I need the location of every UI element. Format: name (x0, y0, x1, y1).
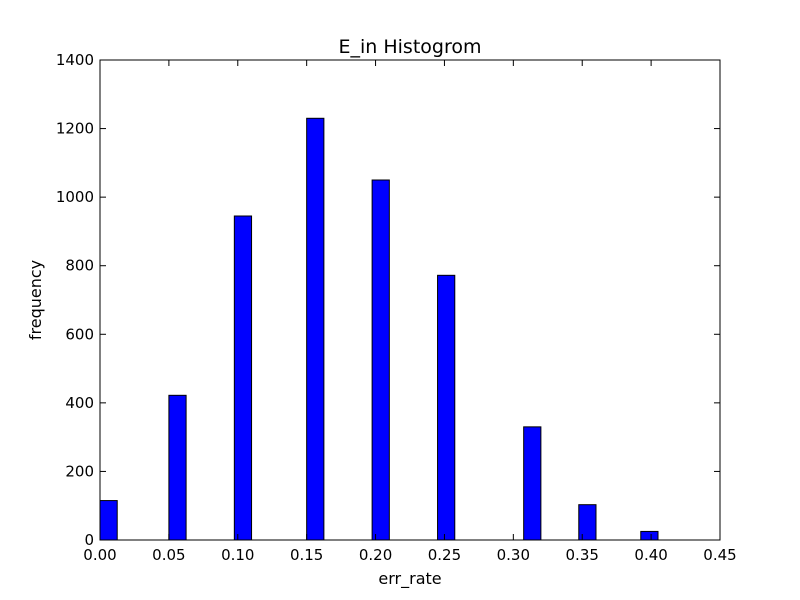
y-axis-ticks: 0 200 400 600 800 1000 1200 1400 (56, 51, 720, 549)
y-tick-label-4: 800 (65, 257, 94, 275)
chart-title: E_in Histogrom (339, 36, 482, 58)
y-tick-label-1: 200 (65, 462, 94, 480)
histogram-bar-3 (306, 117, 325, 541)
x-tick-label-9: 0.45 (703, 546, 736, 564)
histogram-bar-2 (233, 215, 253, 541)
x-tick-label-4: 0.20 (359, 546, 392, 564)
x-tick-label-3: 0.15 (290, 546, 323, 564)
y-tick-label-3: 600 (65, 325, 94, 343)
y-tick-label-2: 400 (65, 394, 94, 412)
histogram-bar-7 (578, 504, 597, 541)
y-tick-label-0: 0 (84, 531, 94, 549)
y-tick-label-6: 1200 (56, 120, 94, 138)
plot-frame (99, 59, 721, 541)
x-tick-label-5: 0.25 (428, 546, 461, 564)
histogram-bar-6 (523, 426, 542, 541)
x-tick-label-2: 0.10 (221, 546, 254, 564)
histogram-bar-4 (371, 179, 390, 541)
histogram-bar-5 (437, 274, 456, 541)
y-axis-label: frequency (26, 260, 45, 340)
histogram-bar-8 (640, 530, 659, 541)
bars-group (99, 117, 659, 541)
histogram-bar-0 (99, 500, 118, 541)
x-tick-label-7: 0.35 (566, 546, 599, 564)
x-tick-label-8: 0.40 (634, 546, 667, 564)
x-axis-ticks: 0.00 0.05 0.10 0.15 0.20 0.25 0.30 0.35 0.40 0.45 (83, 60, 737, 564)
y-tick-label-5: 1000 (56, 188, 94, 206)
y-tick-label-7: 1400 (56, 51, 94, 69)
x-tick-label-6: 0.30 (497, 546, 530, 564)
histogram-bar-1 (168, 394, 187, 541)
x-axis-label: err_rate (378, 569, 441, 589)
x-tick-label-0: 0.00 (83, 546, 116, 564)
x-tick-label-1: 0.05 (152, 546, 185, 564)
